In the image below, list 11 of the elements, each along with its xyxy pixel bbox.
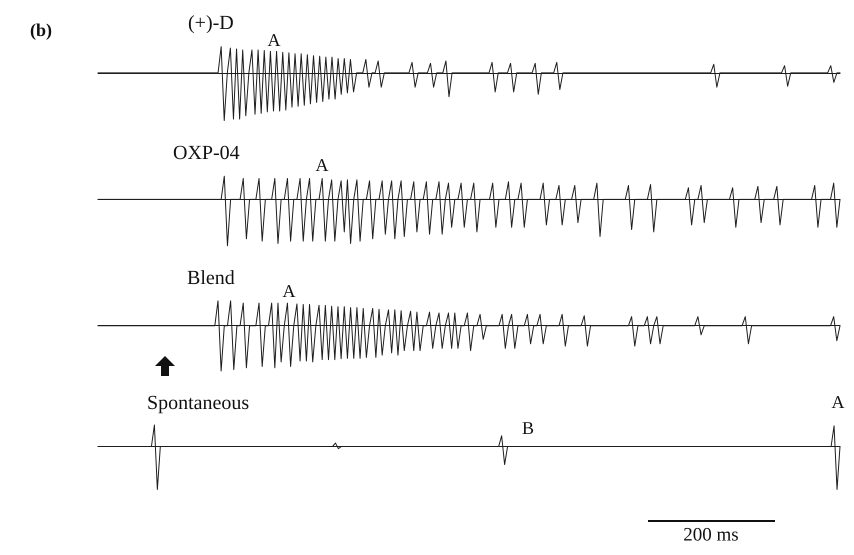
chart-title: (+)-D	[188, 12, 234, 34]
chart-title: OXP-04	[173, 142, 240, 164]
text: 200 ms	[683, 524, 739, 546]
annotation: B	[522, 418, 534, 438]
annotation: A	[282, 281, 296, 301]
text: A	[832, 392, 844, 412]
annotation: A	[268, 30, 280, 50]
text: A	[316, 155, 328, 175]
text: (b)	[30, 20, 52, 40]
chart-title: Spontaneous	[147, 392, 250, 414]
chart-title: Blend	[187, 267, 235, 289]
